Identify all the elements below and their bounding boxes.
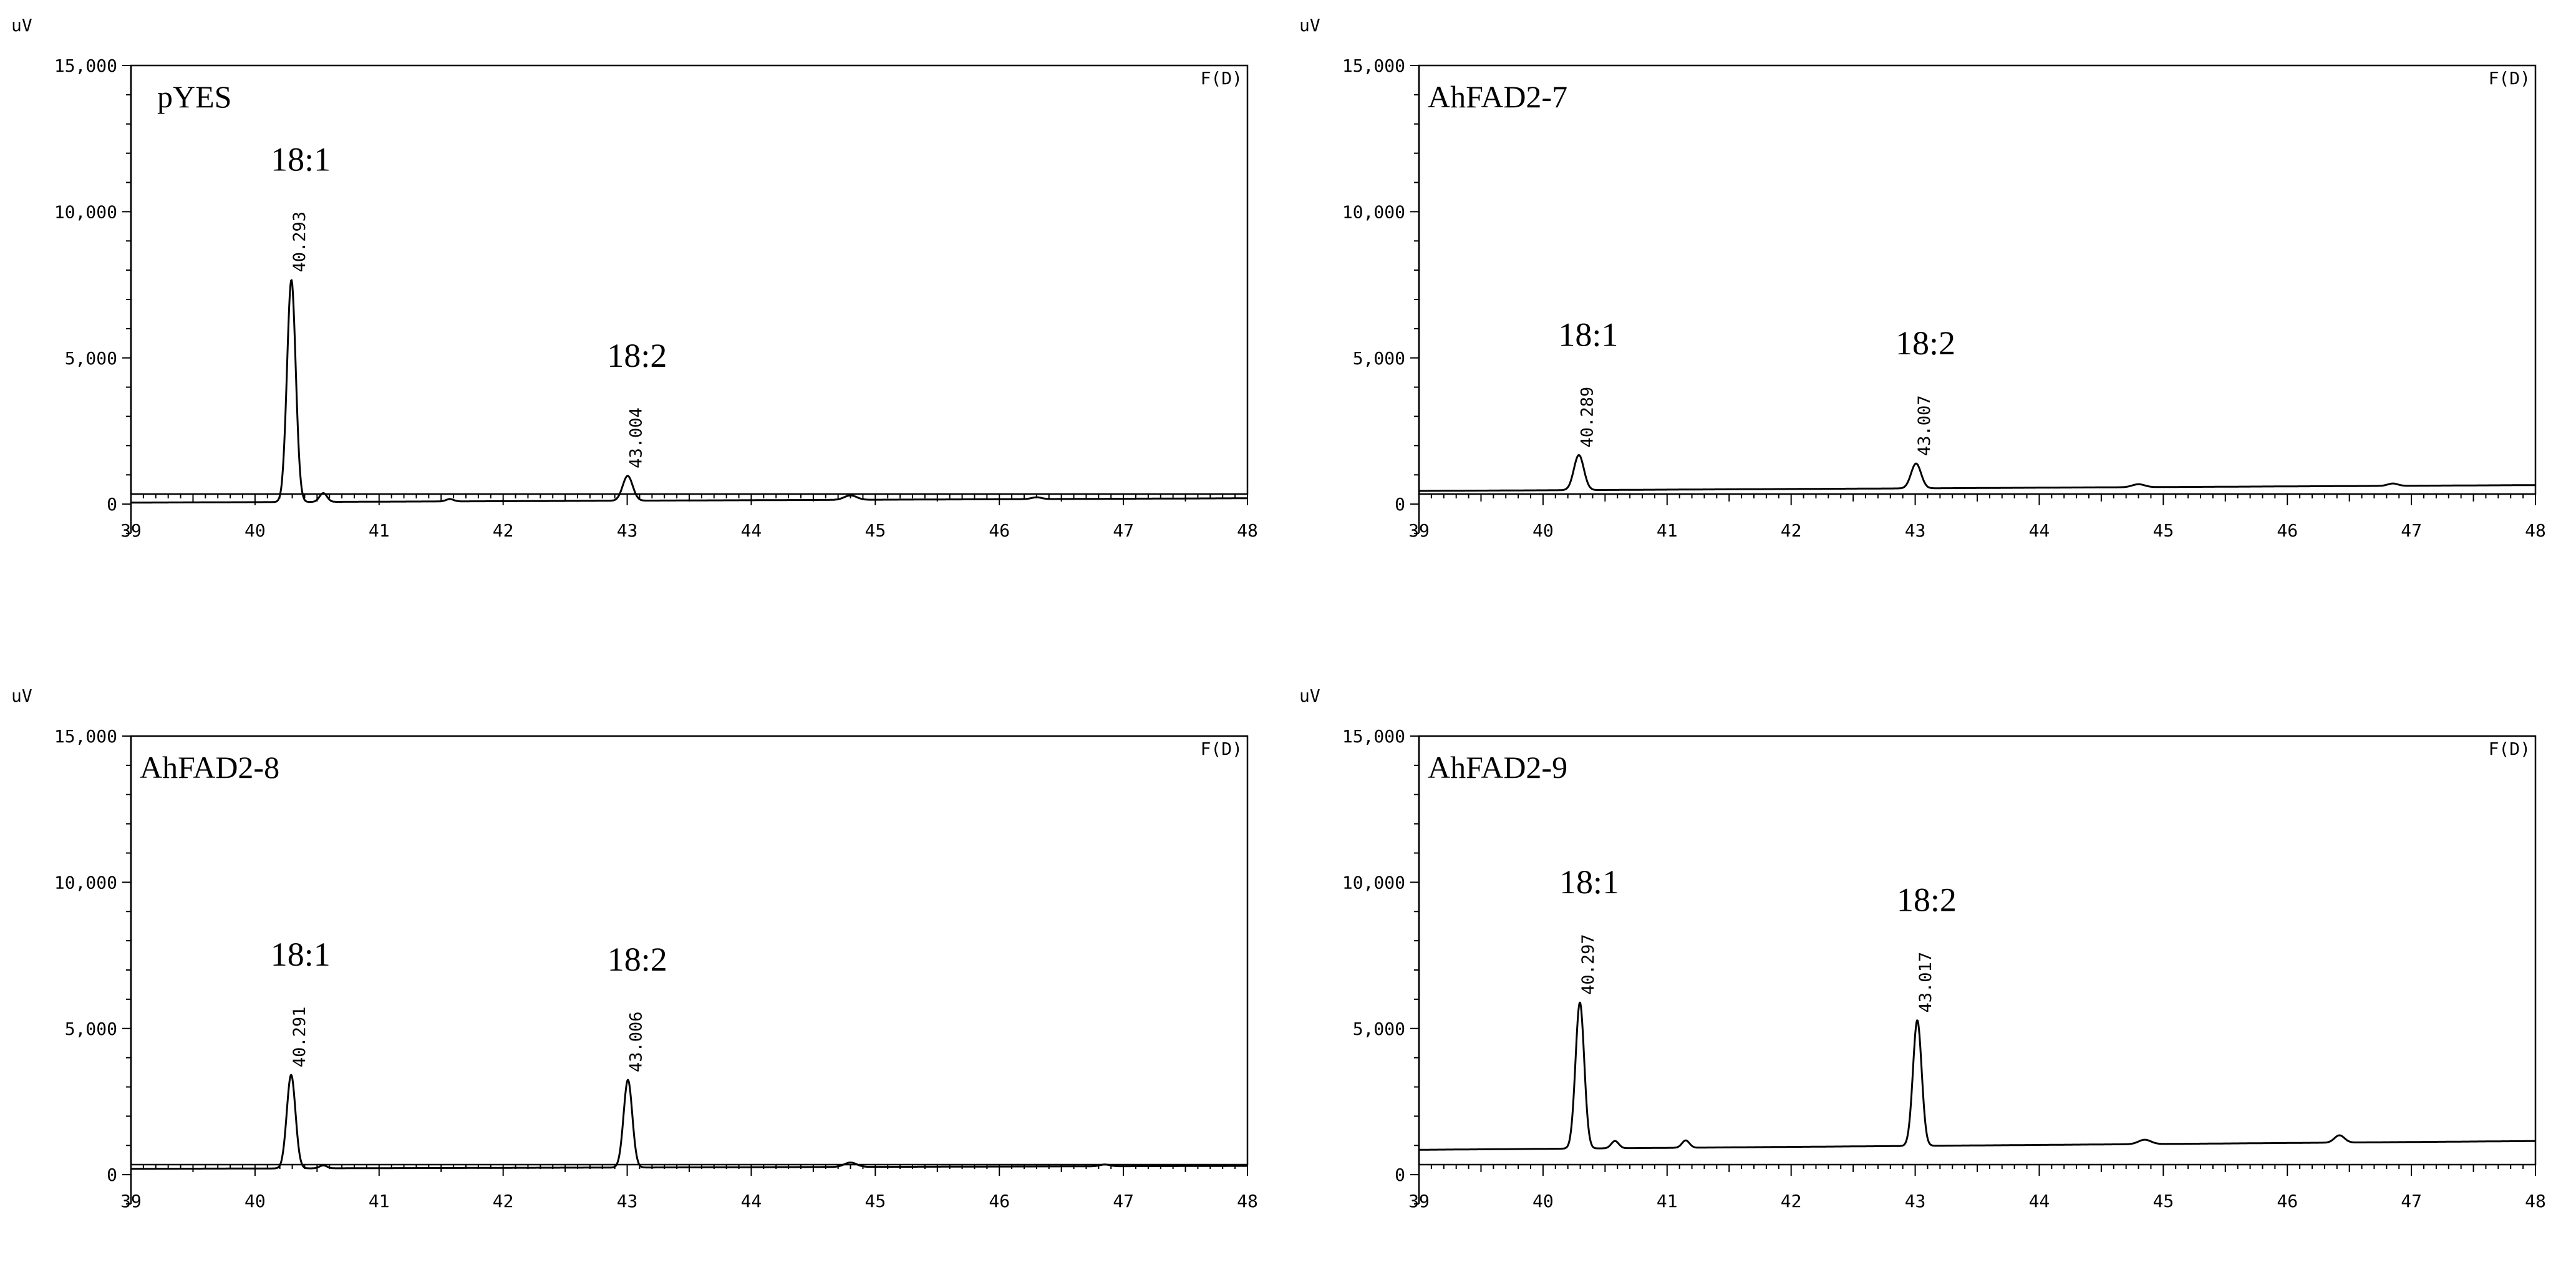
x-tick-label: 43 (617, 1191, 638, 1211)
y-tick-label: 10,000 (54, 872, 117, 893)
y-tick-label: 10,000 (1342, 201, 1405, 222)
y-unit-label: uV (1299, 15, 1320, 36)
detector-label: F(D) (2489, 68, 2530, 89)
chromatogram-plot: uV F(D) AhFAD2-9 15,000 10,000 5,000 039 40 41 42… (1299, 686, 2546, 1211)
chromatogram-trace (1418, 1001, 2536, 1151)
peak-rt-label: 40.289 (1577, 387, 1597, 448)
y-tick-label: 0 (1395, 1165, 1405, 1185)
y-tick-label: 5,000 (65, 348, 117, 369)
x-tick-label: 45 (864, 1191, 886, 1211)
peak-name-label: 18:2 (607, 337, 667, 374)
x-tick-label: 45 (864, 520, 886, 541)
detector-label: F(D) (1201, 68, 1242, 89)
x-tick-label: 45 (2152, 520, 2174, 541)
peak-rt-label: 43.006 (627, 1011, 646, 1072)
x-tick-label: 47 (2401, 1191, 2422, 1211)
chromatogram-panel-ahfad2-9: uV F(D) AhFAD2-9 15,000 10,000 5,000 0 39 40 41 42… (1288, 671, 2576, 1285)
detector-label: F(D) (1201, 739, 1242, 759)
peak-rt-label: 40.291 (290, 1007, 309, 1068)
x-tick-label: 39 (1408, 1191, 1430, 1211)
chromatogram-trace (130, 279, 1248, 504)
x-tick-label: 40 (245, 1191, 266, 1211)
x-tick-label: 43 (617, 520, 638, 541)
chromatogram-trace (1418, 454, 2536, 492)
chromatogram-plot: uV F(D) AhFAD2-7 15,000 10,000 5,000 039 40 41 42… (1299, 15, 2546, 541)
sample-label: AhFAD2-9 (1428, 750, 1567, 785)
x-tick-label: 48 (1237, 1191, 1258, 1211)
chromatogram-plot: uV F(D) AhFAD2-8 15,000 10,000 5,000 039 40 41 42… (11, 686, 1258, 1211)
peak-rt-label: 43.017 (1916, 952, 1935, 1013)
x-tick-label: 39 (120, 1191, 142, 1211)
x-tick-label: 41 (1657, 520, 1678, 541)
chromatogram-figure: uV F(D) pYES 15,000 10,000 5,000 0 39 40 41 42 43 44… (0, 0, 2576, 1211)
x-tick-label: 47 (1113, 1191, 1134, 1211)
peak-name-label: 18:2 (608, 941, 667, 978)
peak-rt-label: 40.297 (1579, 934, 1598, 995)
x-tick-label: 44 (741, 520, 762, 541)
x-tick-label: 43 (1905, 1191, 1926, 1211)
y-tick-label: 15,000 (1342, 56, 1405, 76)
peak-name-label: 18:1 (271, 936, 331, 973)
x-tick-label: 42 (1781, 1191, 1802, 1211)
x-tick-label: 48 (1237, 520, 1258, 541)
x-tick-label: 46 (989, 520, 1010, 541)
peak-name-label: 18:1 (1559, 863, 1619, 901)
sample-label: pYES (157, 79, 231, 114)
x-tick-label: 44 (741, 1191, 762, 1211)
x-tick-label: 48 (2525, 520, 2546, 541)
x-tick-label: 43 (1905, 520, 1926, 541)
y-tick-label: 5,000 (65, 1019, 117, 1039)
detector-label: F(D) (2489, 739, 2530, 759)
peak-rt-label: 43.004 (626, 407, 646, 468)
chromatogram-panel-pyes: uV F(D) pYES 15,000 10,000 5,000 0 39 40 41 42 43 44… (0, 0, 1288, 614)
y-tick-label: 0 (107, 1165, 117, 1185)
y-unit-label: uV (11, 686, 32, 706)
x-tick-label: 47 (1113, 520, 1134, 541)
y-tick-label: 0 (1395, 494, 1405, 515)
x-tick-label: 42 (493, 1191, 514, 1211)
x-tick-label: 44 (2029, 1191, 2050, 1211)
chromatogram-panel-ahfad2-7: uV F(D) AhFAD2-7 15,000 10,000 5,000 0 39 40 41 42… (1288, 0, 2576, 614)
x-tick-label: 40 (1533, 1191, 1554, 1211)
x-tick-label: 48 (2525, 1191, 2546, 1211)
x-tick-label: 41 (369, 1191, 390, 1211)
peak-rt-label: 43.007 (1915, 395, 1934, 456)
y-tick-label: 15,000 (54, 56, 117, 76)
x-tick-label: 44 (2029, 520, 2050, 541)
y-tick-label: 5,000 (1353, 1019, 1405, 1039)
y-tick-label: 5,000 (1353, 348, 1405, 369)
x-tick-label: 41 (369, 520, 390, 541)
peak-rt-label: 40.293 (290, 211, 309, 273)
chromatogram-panel-ahfad2-8: uV F(D) AhFAD2-8 15,000 10,000 5,000 0 39 40 41 42… (0, 671, 1288, 1285)
y-tick-label: 10,000 (54, 201, 117, 222)
peak-name-label: 18:2 (1896, 324, 1955, 362)
x-tick-label: 40 (1533, 520, 1554, 541)
x-tick-label: 42 (1781, 520, 1802, 541)
x-tick-label: 39 (1408, 520, 1430, 541)
chromatogram-plot: uV F(D) pYES 15,000 10,000 5,000 039 40 41 42 43 44… (11, 15, 1258, 541)
peak-name-label: 18:1 (271, 141, 331, 178)
y-tick-label: 10,000 (1342, 872, 1405, 893)
y-unit-label: uV (11, 15, 32, 36)
y-tick-label: 15,000 (1342, 726, 1405, 747)
sample-label: AhFAD2-7 (1428, 79, 1567, 114)
x-tick-label: 45 (2152, 1191, 2174, 1211)
x-tick-label: 46 (2277, 1191, 2298, 1211)
x-tick-label: 41 (1657, 1191, 1678, 1211)
sample-label: AhFAD2-8 (140, 750, 279, 785)
x-tick-label: 46 (2277, 520, 2298, 541)
peak-name-label: 18:2 (1897, 881, 1957, 918)
x-tick-label: 40 (245, 520, 266, 541)
x-tick-label: 46 (989, 1191, 1010, 1211)
x-tick-label: 39 (120, 520, 142, 541)
peak-name-label: 18:1 (1558, 316, 1618, 353)
chromatogram-trace (130, 1074, 1248, 1170)
y-tick-label: 15,000 (54, 726, 117, 747)
y-unit-label: uV (1299, 686, 1320, 706)
x-tick-label: 47 (2401, 520, 2422, 541)
x-tick-label: 42 (493, 520, 514, 541)
y-tick-label: 0 (107, 494, 117, 515)
